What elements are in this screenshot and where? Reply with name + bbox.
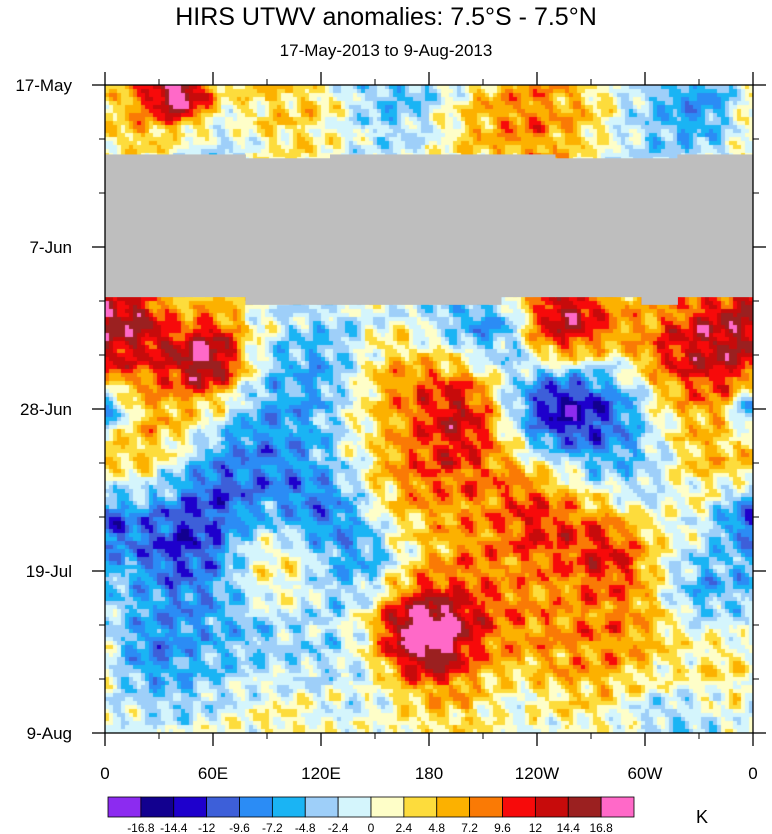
colorbar-swatch — [304, 796, 339, 818]
missing-segment — [501, 154, 556, 298]
colorbar-swatch — [502, 796, 536, 818]
missing-segment — [105, 154, 246, 298]
colorbar-swatch — [600, 796, 635, 818]
colorbar-swatch — [173, 796, 208, 818]
colorbar-swatch — [403, 796, 438, 818]
colorbar-label: 7.2 — [461, 821, 478, 834]
y-axis: 17-May 7-Jun 28-Jun 19-Jul 9-Aug — [15, 76, 766, 743]
x-tick-label: 60W — [628, 764, 663, 783]
missing-segment — [641, 158, 678, 305]
colorbar-label: 14.4 — [557, 821, 581, 834]
x-tick-label: 0 — [748, 764, 757, 783]
colorbar-swatch — [271, 796, 306, 818]
colorbar-label: 0 — [368, 821, 375, 834]
x-tick-label: 60E — [198, 764, 228, 783]
y-tick-label: 28-Jun — [20, 400, 72, 419]
colorbar-label: 9.6 — [494, 821, 511, 834]
x-tick-label: 0 — [100, 764, 109, 783]
chart-title: HIRS UTWV anomalies: 7.5°S - 7.5°N — [175, 3, 597, 31]
colorbar: -16.8 -14.4 -12 -9.6 -7.2 -4.8 -2.4 0 2.4 4.8 7.2 9… — [107, 796, 635, 834]
y-tick-label: 7-Jun — [29, 238, 72, 257]
x-tick-label: 180 — [415, 764, 443, 783]
colorbar-swatch — [140, 796, 175, 818]
colorbar-swatch — [436, 796, 471, 818]
missing-segment — [555, 158, 642, 298]
missing-data-region — [105, 154, 754, 305]
colorbar-label: -12 — [198, 821, 216, 834]
colorbar-unit: K — [696, 807, 708, 827]
y-tick-label: 9-Aug — [27, 724, 72, 743]
missing-segment — [245, 158, 331, 305]
colorbar-label: -16.8 — [127, 821, 155, 834]
colorbar-swatch — [567, 796, 602, 818]
colorbar-label: -7.2 — [262, 821, 283, 834]
colorbar-label: 16.8 — [589, 821, 613, 834]
colorbar-label: -4.8 — [295, 821, 316, 834]
colorbar-label: 2.4 — [396, 821, 413, 834]
x-tick-label: 120W — [515, 764, 559, 783]
x-axis: 0 60E 120E 180 120W 60W 0 — [100, 72, 758, 783]
colorbar-swatch — [469, 796, 503, 818]
missing-segment — [677, 154, 754, 298]
colorbar-label: 12 — [529, 821, 543, 834]
colorbar-swatch — [370, 796, 405, 818]
missing-segment — [330, 154, 502, 305]
y-tick-label: 19-Jul — [26, 562, 72, 581]
colorbar-swatch — [337, 796, 372, 818]
colorbar-label: -9.6 — [229, 821, 250, 834]
colorbar-label: -14.4 — [160, 821, 188, 834]
y-tick-label: 17-May — [15, 76, 72, 95]
colorbar-swatch — [107, 796, 142, 818]
colorbar-label: -2.4 — [328, 821, 349, 834]
colorbar-swatch — [206, 796, 240, 818]
colorbar-swatch — [239, 796, 273, 818]
x-tick-label: 120E — [301, 764, 341, 783]
colorbar-swatch — [534, 796, 569, 818]
colorbar-label: 4.8 — [428, 821, 445, 834]
chart-subtitle: 17-May-2013 to 9-Aug-2013 — [279, 41, 493, 60]
